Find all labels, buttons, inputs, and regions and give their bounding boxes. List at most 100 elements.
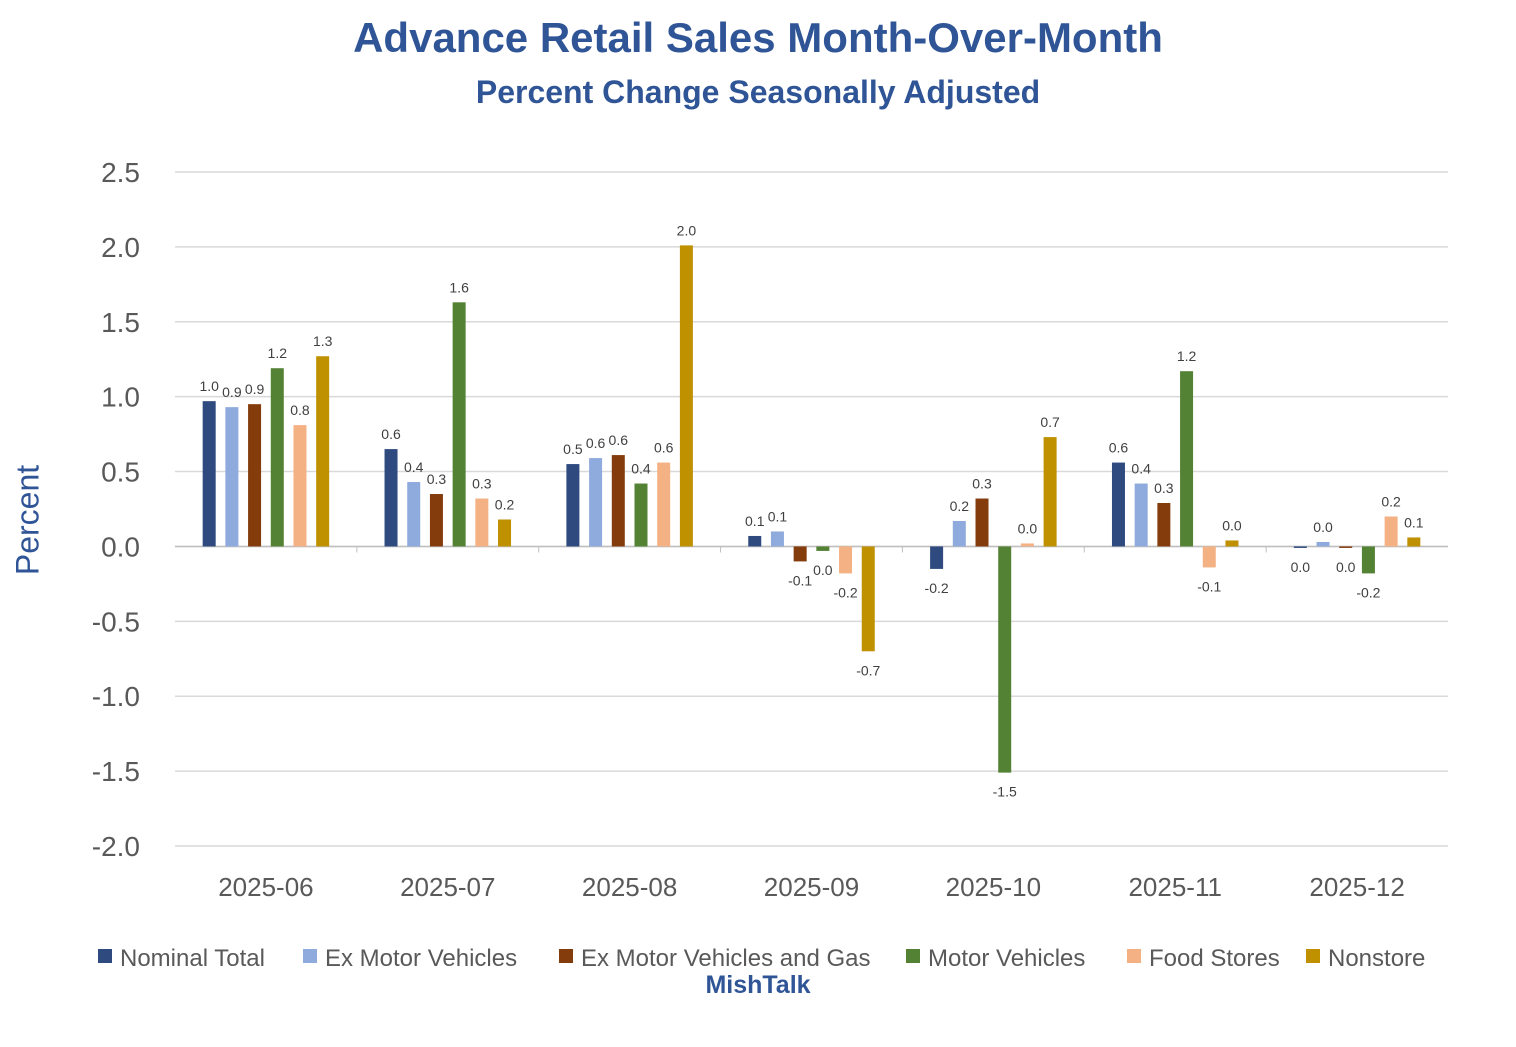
bar: [225, 407, 239, 547]
legend-swatch: [303, 949, 317, 963]
chart-subtitle: Percent Change Seasonally Adjusted: [475, 74, 1041, 110]
x-tick-label: 2025-12: [1309, 872, 1404, 902]
x-tick-label: 2025-08: [582, 872, 677, 902]
x-tick-label: 2025-06: [218, 872, 313, 902]
y-tick-label: 1.0: [101, 382, 140, 413]
y-tick-label: 2.0: [101, 232, 140, 263]
data-label: 0.3: [972, 476, 992, 492]
watermark: MishTalk: [705, 971, 811, 999]
data-label: 1.3: [313, 333, 333, 349]
bar: [407, 482, 421, 547]
data-label: 0.8: [290, 402, 310, 418]
x-tick-label: 2025-10: [946, 872, 1041, 902]
y-tick-label: 0.5: [101, 457, 140, 488]
legend-swatch: [559, 949, 573, 963]
bar: [270, 368, 284, 547]
data-label: 0.7: [1040, 414, 1060, 430]
legend-swatch: [1306, 949, 1320, 963]
bar: [1316, 541, 1330, 547]
data-label: -0.1: [1197, 578, 1221, 594]
bar: [1225, 540, 1239, 547]
data-label: 0.0: [1222, 517, 1242, 533]
bar: [861, 546, 875, 652]
bar: [475, 498, 489, 547]
bar: [679, 245, 693, 547]
bar: [930, 546, 944, 569]
data-label: 0.9: [245, 381, 265, 397]
bar: [634, 483, 648, 547]
y-tick-label: -1.5: [92, 756, 140, 787]
bar: [611, 455, 625, 547]
bar: [816, 546, 830, 551]
data-label: 1.0: [199, 378, 219, 394]
bar: [384, 449, 398, 547]
x-tick-label: 2025-09: [764, 872, 859, 902]
bar: [793, 546, 807, 562]
bar: [1293, 546, 1307, 548]
bar: [1111, 462, 1125, 547]
bar: [770, 531, 784, 547]
legend-label: Ex Motor Vehicles: [325, 945, 517, 972]
bar: [657, 462, 671, 547]
y-tick-label: 2.5: [101, 157, 140, 188]
x-tick-label: 2025-11: [1128, 872, 1222, 902]
data-label: 0.2: [1381, 493, 1401, 509]
y-tick-label: 0.0: [101, 531, 140, 562]
bar: [498, 519, 512, 547]
data-label: 1.6: [449, 279, 469, 295]
data-label: 0.6: [654, 440, 674, 456]
data-label: 0.6: [381, 426, 401, 442]
y-tick-label: -1.0: [92, 681, 140, 712]
legend-swatch: [98, 949, 112, 963]
data-label: 0.6: [609, 432, 629, 448]
data-label: -0.2: [1356, 584, 1380, 600]
data-label: -0.7: [856, 662, 880, 678]
data-label: 0.1: [745, 513, 765, 529]
data-label: 0.3: [427, 471, 447, 487]
data-label: 2.0: [677, 222, 697, 238]
bar: [839, 546, 853, 574]
data-label: 0.4: [1131, 461, 1151, 477]
legend-label: Nonstore: [1328, 945, 1425, 972]
data-label: 0.0: [1313, 519, 1333, 535]
data-label: 0.6: [1109, 440, 1129, 456]
data-label: -1.5: [993, 784, 1017, 800]
data-label: 0.6: [586, 435, 606, 451]
bar: [1157, 503, 1171, 547]
data-label: 0.4: [404, 459, 424, 475]
bar: [589, 458, 603, 547]
bar: [1134, 483, 1148, 547]
data-label: 0.2: [950, 498, 970, 514]
data-label: 0.0: [1336, 559, 1356, 575]
data-label: 0.2: [495, 496, 515, 512]
bar: [748, 535, 762, 547]
y-tick-label: -2.0: [92, 831, 140, 862]
legend-label: Food Stores: [1149, 945, 1280, 972]
data-label: -0.2: [833, 584, 857, 600]
bar: [952, 520, 966, 547]
data-label: 0.1: [1404, 514, 1424, 530]
y-tick-label: -0.5: [92, 606, 140, 637]
data-label: 0.5: [563, 441, 583, 457]
legend-label: Nominal Total: [120, 945, 265, 972]
bar: [1407, 537, 1421, 547]
bar: [1202, 546, 1216, 568]
bar: [1339, 546, 1353, 548]
data-label: 0.4: [631, 461, 651, 477]
data-label: 0.1: [768, 508, 788, 524]
bar: [248, 404, 262, 547]
bar: [998, 546, 1012, 773]
data-label: 1.2: [1177, 348, 1197, 364]
data-label: -0.1: [788, 572, 812, 588]
bar: [429, 494, 443, 547]
bar: [293, 425, 307, 547]
data-label: 0.0: [1018, 520, 1038, 536]
legend-swatch: [906, 949, 920, 963]
legend-label: Ex Motor Vehicles and Gas: [581, 945, 870, 972]
legend-label: Motor Vehicles: [928, 945, 1085, 972]
bar: [1384, 516, 1398, 547]
data-label: 0.0: [813, 562, 833, 578]
bar: [975, 498, 989, 547]
